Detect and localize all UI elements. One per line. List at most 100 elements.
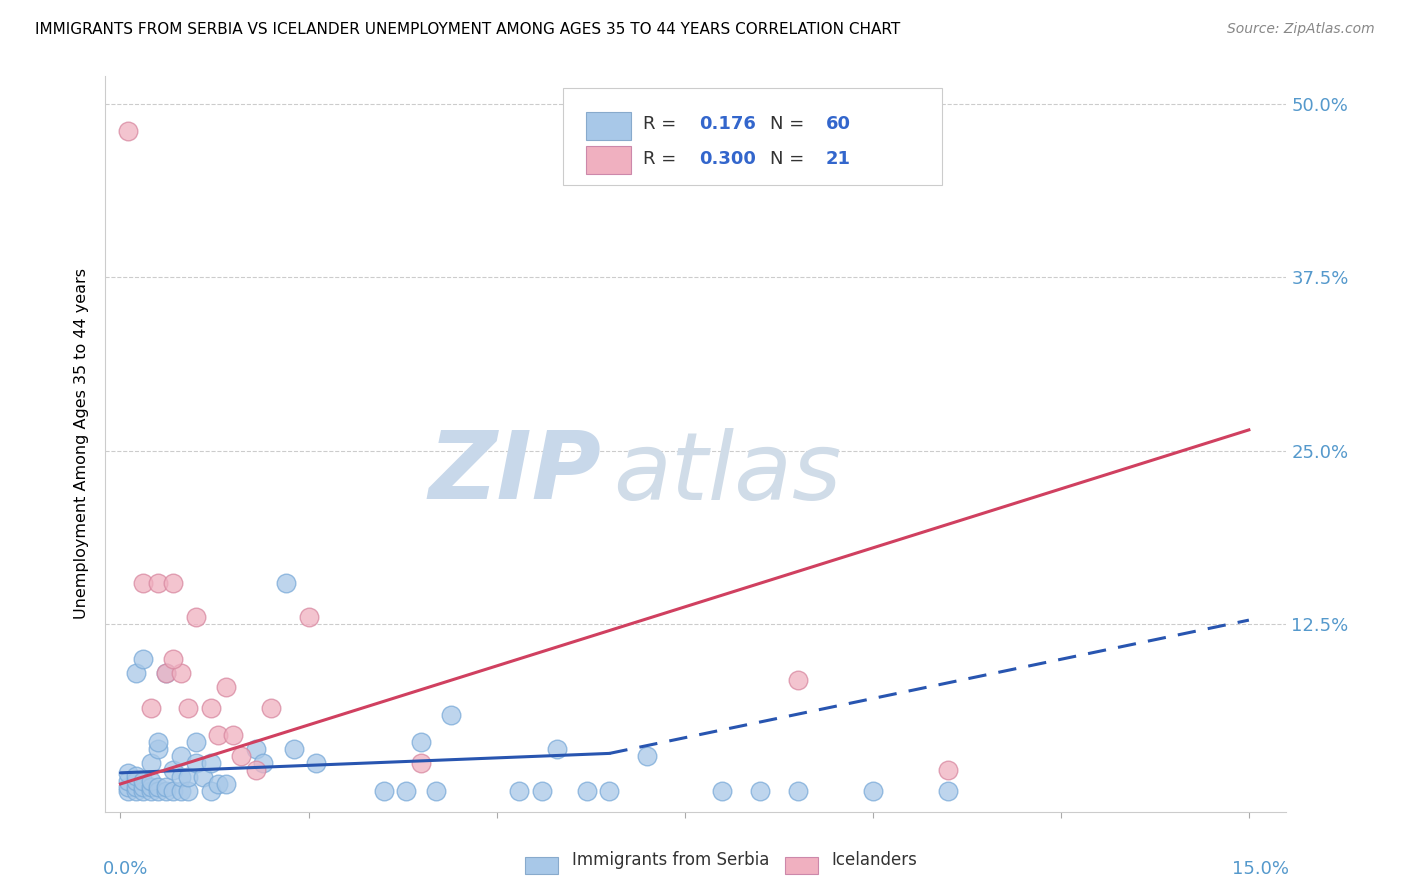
Point: [200, 756, 222, 771]
Point: [936, 784, 959, 798]
Point: [575, 784, 598, 798]
FancyBboxPatch shape: [524, 857, 558, 873]
Point: [184, 735, 207, 749]
FancyBboxPatch shape: [785, 857, 818, 873]
Point: [252, 756, 274, 771]
Point: [132, 784, 155, 798]
Point: [200, 700, 222, 714]
Point: [170, 749, 193, 764]
Point: [546, 742, 568, 756]
Point: [124, 769, 146, 783]
Point: [245, 763, 267, 777]
Point: [184, 610, 207, 624]
Point: [155, 665, 177, 680]
FancyBboxPatch shape: [562, 88, 942, 185]
Point: [139, 780, 162, 794]
Point: [146, 575, 169, 590]
Text: Immigrants from Serbia: Immigrants from Serbia: [572, 851, 769, 869]
Point: [155, 784, 177, 798]
Point: [215, 777, 238, 791]
Point: [124, 780, 146, 794]
Point: [170, 665, 193, 680]
Point: [117, 780, 139, 794]
Point: [184, 756, 207, 771]
Point: [139, 774, 162, 789]
Point: [146, 780, 169, 794]
Point: [215, 680, 238, 694]
Point: [222, 728, 245, 742]
Point: [117, 124, 139, 138]
Point: [748, 784, 770, 798]
Point: [162, 652, 184, 666]
Point: [155, 780, 177, 794]
Point: [132, 575, 155, 590]
Text: IMMIGRANTS FROM SERBIA VS ICELANDER UNEMPLOYMENT AMONG AGES 35 TO 44 YEARS CORRE: IMMIGRANTS FROM SERBIA VS ICELANDER UNEM…: [35, 22, 900, 37]
Point: [200, 784, 222, 798]
Point: [283, 742, 305, 756]
FancyBboxPatch shape: [586, 112, 631, 140]
Text: Icelanders: Icelanders: [832, 851, 918, 869]
Point: [711, 784, 734, 798]
Point: [786, 673, 808, 687]
Point: [146, 784, 169, 798]
Point: [260, 700, 283, 714]
Point: [146, 735, 169, 749]
Point: [177, 770, 200, 784]
Text: 0.0%: 0.0%: [103, 860, 149, 878]
Point: [530, 784, 553, 798]
Point: [274, 575, 297, 590]
Point: [193, 770, 215, 784]
Point: [124, 784, 146, 798]
Text: atlas: atlas: [613, 427, 842, 519]
Point: [373, 784, 395, 798]
Text: 21: 21: [825, 150, 851, 168]
Point: [207, 777, 229, 791]
Point: [162, 763, 184, 777]
Text: 15.0%: 15.0%: [1232, 860, 1289, 878]
Text: R =: R =: [643, 115, 682, 133]
Point: [936, 763, 959, 777]
Point: [132, 652, 155, 666]
Point: [170, 784, 193, 798]
Point: [139, 784, 162, 798]
Point: [132, 774, 155, 789]
Point: [139, 700, 162, 714]
Point: [229, 749, 252, 764]
Y-axis label: Unemployment Among Ages 35 to 44 years: Unemployment Among Ages 35 to 44 years: [75, 268, 90, 619]
Point: [245, 742, 267, 756]
Text: N =: N =: [770, 115, 810, 133]
Point: [508, 784, 530, 798]
Text: Source: ZipAtlas.com: Source: ZipAtlas.com: [1227, 22, 1375, 37]
Point: [207, 728, 229, 742]
Point: [162, 784, 184, 798]
Text: N =: N =: [770, 150, 810, 168]
Point: [170, 770, 193, 784]
Point: [117, 784, 139, 798]
Point: [395, 784, 418, 798]
Text: R =: R =: [643, 150, 682, 168]
Point: [155, 665, 177, 680]
Point: [862, 784, 884, 798]
Point: [598, 784, 620, 798]
Point: [411, 735, 433, 749]
Text: 60: 60: [825, 115, 851, 133]
Point: [786, 784, 808, 798]
Point: [117, 774, 139, 789]
Point: [297, 610, 319, 624]
Point: [425, 784, 447, 798]
Point: [440, 707, 463, 722]
Point: [177, 700, 200, 714]
Point: [132, 780, 155, 794]
Text: 0.176: 0.176: [700, 115, 756, 133]
Point: [124, 774, 146, 789]
FancyBboxPatch shape: [586, 145, 631, 174]
Point: [305, 756, 328, 771]
Text: ZIP: ZIP: [429, 427, 602, 519]
Point: [177, 784, 200, 798]
Point: [117, 765, 139, 780]
Point: [146, 742, 169, 756]
Text: 0.300: 0.300: [700, 150, 756, 168]
Point: [411, 756, 433, 771]
Point: [162, 575, 184, 590]
Point: [636, 749, 658, 764]
